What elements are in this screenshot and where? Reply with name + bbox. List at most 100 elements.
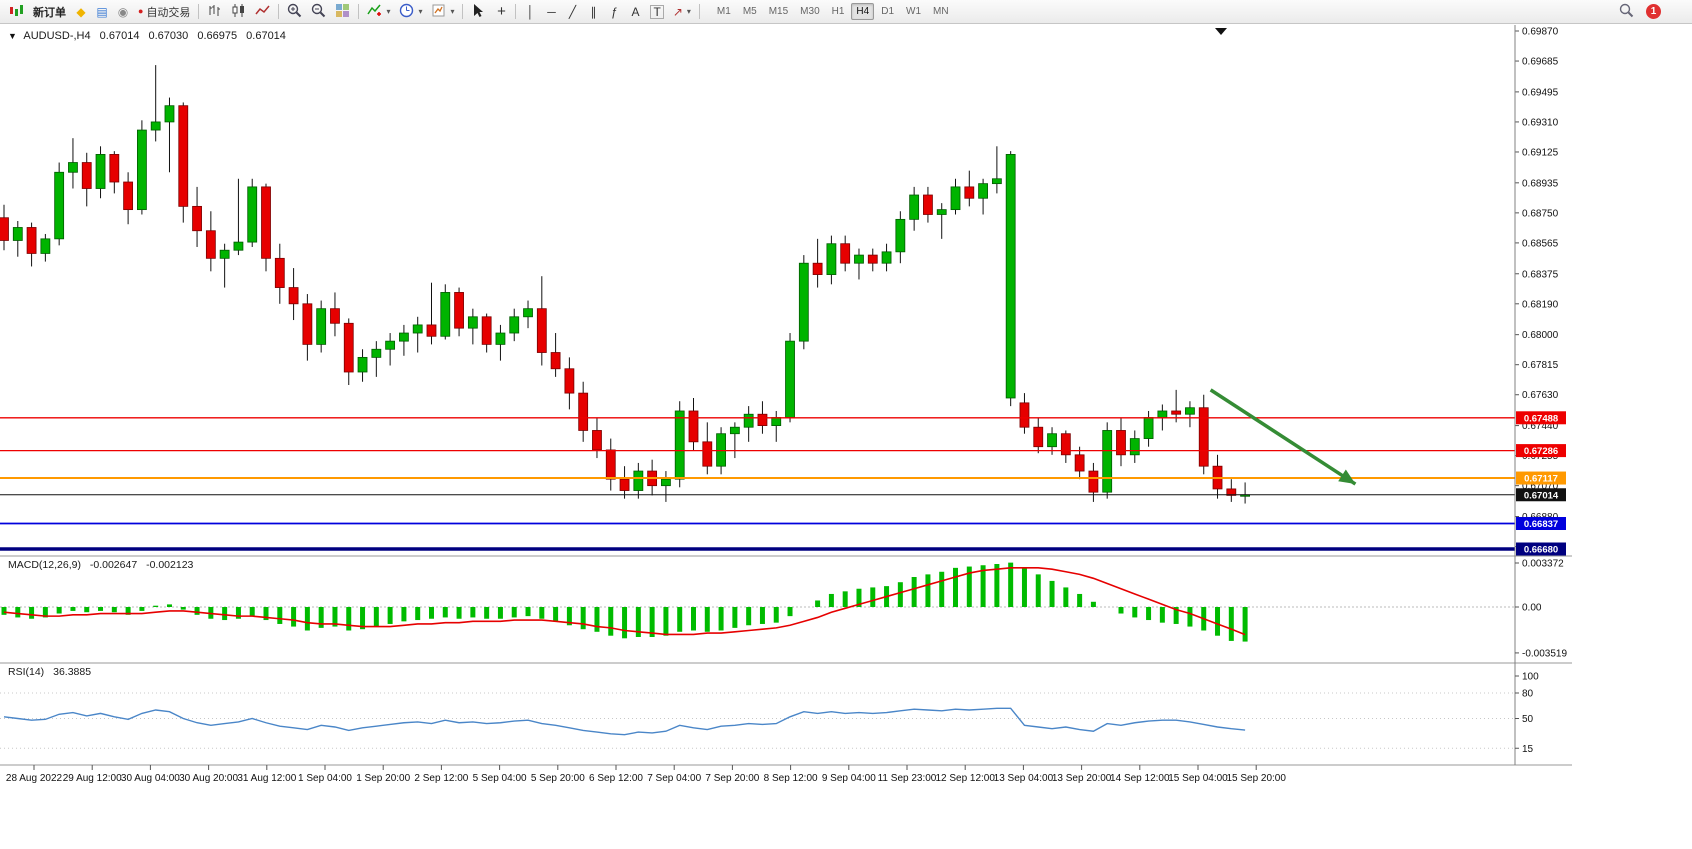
vertical-line-button[interactable]: │: [520, 2, 540, 22]
ohlc-low: 0.66975: [197, 30, 238, 42]
svg-text:0.003372: 0.003372: [1522, 559, 1564, 570]
crosshair-button[interactable]: +: [491, 2, 511, 22]
svg-text:0.68565: 0.68565: [1522, 238, 1559, 249]
svg-text:0.67117: 0.67117: [1524, 474, 1558, 485]
toolbar-separator: [698, 4, 700, 19]
arrows-button[interactable]: ↗ ▾: [669, 2, 695, 22]
macd-name: MACD(12,26,9): [8, 559, 81, 571]
macd-signal-value: -0.002123: [146, 559, 194, 571]
new-order-button[interactable]: 新订单: [29, 2, 70, 22]
svg-text:15 Sep 20:00: 15 Sep 20:00: [1226, 773, 1286, 784]
svg-text:0.69870: 0.69870: [1522, 27, 1559, 38]
vertical-line-icon: │: [526, 4, 535, 19]
dropdown-arrow-icon: ▾: [686, 7, 691, 16]
indicators-button[interactable]: ▾: [363, 2, 394, 22]
cursor-button[interactable]: [467, 2, 490, 22]
chart-title: ▼ AUDUSD-,H4 0.67014 0.67030 0.66975 0.6…: [8, 30, 286, 42]
timeframe-d1[interactable]: D1: [876, 3, 899, 20]
crosshair-icon: +: [497, 3, 506, 20]
bar-chart-button[interactable]: [203, 2, 226, 22]
horizontal-line-button[interactable]: ─: [541, 2, 561, 22]
svg-text:1 Sep 04:00: 1 Sep 04:00: [298, 773, 352, 784]
line-chart-button[interactable]: [251, 2, 274, 22]
svg-text:0.67488: 0.67488: [1524, 413, 1558, 424]
svg-text:0.67440: 0.67440: [1522, 421, 1559, 432]
svg-text:9 Sep 04:00: 9 Sep 04:00: [822, 773, 876, 784]
hline-tag-support-navy: [1516, 542, 1566, 556]
main-toolbar: 新订单 ◆ ▤ ◉ ● 自动交易 ▾ ▾ ▾: [0, 0, 1692, 24]
svg-text:0.67070: 0.67070: [1522, 481, 1559, 492]
svg-text:0.67014: 0.67014: [1524, 490, 1559, 501]
trend-arrow[interactable]: [1209, 388, 1357, 486]
horizontal-line-icon: ─: [547, 4, 556, 19]
bar-chart-icon: [207, 3, 222, 21]
search-icon: [1619, 3, 1634, 21]
timeframe-h1[interactable]: H1: [827, 3, 850, 20]
timeframe-m30[interactable]: M30: [795, 3, 824, 20]
text-label-icon: T: [650, 4, 664, 19]
svg-text:6 Sep 12:00: 6 Sep 12:00: [589, 773, 643, 784]
autotrading-button[interactable]: ● 自动交易: [134, 2, 194, 22]
candlestick-chart-icon: [231, 3, 246, 21]
toolbar-separator: [198, 4, 200, 19]
fibonacci-button[interactable]: ƒ: [604, 2, 624, 22]
autotrading-label: 自动交易: [146, 6, 191, 19]
timeframe-h4[interactable]: H4: [851, 3, 875, 20]
zoom-out-button[interactable]: [307, 2, 330, 22]
zoom-in-icon: [287, 3, 302, 21]
zoom-in-button[interactable]: [283, 2, 306, 22]
svg-text:31 Aug 12:00: 31 Aug 12:00: [237, 773, 296, 784]
autotrading-status-icon: ●: [138, 6, 144, 16]
dropdown-arrow-icon: ▾: [450, 7, 455, 16]
svg-text:0.00: 0.00: [1522, 603, 1542, 614]
svg-text:7 Sep 04:00: 7 Sep 04:00: [647, 773, 701, 784]
line-chart-icon: [255, 3, 271, 21]
timeframe-m15[interactable]: M15: [764, 3, 793, 20]
timeframe-m1[interactable]: M1: [712, 3, 736, 20]
horizontal-lines: 0.67488 0.67286 0.67117 0.67014 0.66837 0.666…: [0, 411, 1566, 556]
svg-text:0.67286: 0.67286: [1524, 446, 1558, 457]
hline-tag-current-price: [1516, 488, 1566, 502]
svg-text:0.68375: 0.68375: [1522, 269, 1559, 280]
notification-badge[interactable]: 1: [1646, 4, 1661, 19]
timeframe-m5[interactable]: M5: [738, 3, 762, 20]
metaeditor-button[interactable]: ◆: [71, 2, 91, 22]
svg-text:0.69495: 0.69495: [1522, 87, 1559, 98]
equidistant-channel-button[interactable]: ∥: [583, 2, 603, 22]
text-label-button[interactable]: T: [646, 2, 667, 22]
macd-main-value: -0.002647: [89, 559, 138, 571]
community-button[interactable]: ◉: [113, 2, 133, 22]
svg-text:0.67630: 0.67630: [1522, 390, 1559, 401]
symbol-period-label: AUDUSD-,H4: [23, 30, 91, 42]
svg-text:5 Sep 04:00: 5 Sep 04:00: [473, 773, 527, 784]
search-button[interactable]: [1615, 2, 1638, 22]
svg-text:0.68190: 0.68190: [1522, 299, 1559, 310]
svg-text:-0.003519: -0.003519: [1522, 648, 1567, 659]
candlestick-chart-button[interactable]: [227, 2, 250, 22]
text-button[interactable]: A: [625, 2, 645, 22]
rsi-name: RSI(14): [8, 666, 45, 678]
svg-text:0.66680: 0.66680: [1524, 545, 1558, 556]
chart-shift-marker-icon[interactable]: [1215, 28, 1227, 35]
timeframe-group: M1 M5 M15 M30 H1 H4 D1 W1 MN: [712, 3, 954, 20]
timeframe-mn[interactable]: MN: [928, 3, 954, 20]
rsi-axis: 100 80 50 15: [0, 672, 1539, 755]
trendline-icon: ╱: [568, 4, 577, 19]
new-chart-button[interactable]: [5, 2, 28, 22]
terminal-button[interactable]: ▤: [92, 2, 112, 22]
svg-text:0.68000: 0.68000: [1522, 330, 1559, 341]
templates-button[interactable]: ▾: [427, 2, 458, 22]
toolbar-right-group: 1: [1615, 2, 1661, 22]
timeframe-w1[interactable]: W1: [901, 3, 926, 20]
tile-windows-button[interactable]: [331, 2, 354, 22]
svg-text:12 Sep 12:00: 12 Sep 12:00: [935, 773, 995, 784]
indicators-icon: [367, 3, 382, 21]
periods-button[interactable]: ▾: [395, 2, 426, 22]
dropdown-arrow-icon: ▾: [418, 7, 423, 16]
svg-text:0.66837: 0.66837: [1524, 519, 1558, 530]
rsi-value: 36.3885: [53, 666, 92, 678]
svg-text:50: 50: [1522, 714, 1534, 725]
new-order-label: 新订单: [33, 6, 66, 19]
trendline-button[interactable]: ╱: [562, 2, 582, 22]
